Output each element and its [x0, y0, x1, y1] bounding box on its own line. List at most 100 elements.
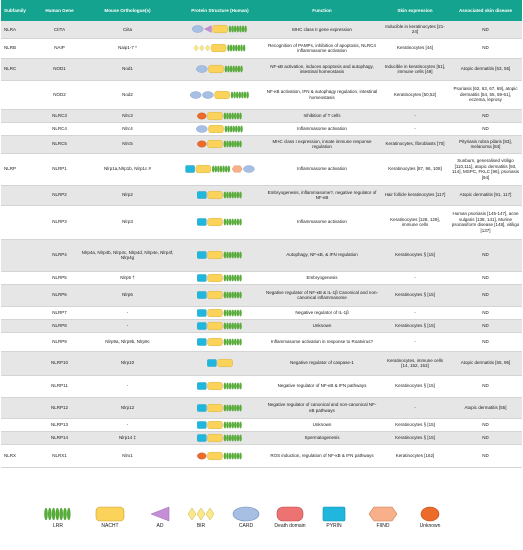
cell-subfamily: NLRA [1, 21, 41, 39]
cell-function: Spermatogenesis [263, 431, 381, 445]
nacht-domain-icon [207, 451, 223, 460]
fiind-domain-icon [231, 165, 243, 173]
legend-item: Death domain [272, 506, 308, 530]
table-row: NLRP2 Nlrp2 Embryogenesis, inflammasome?, … [1, 185, 522, 206]
cell-mouse-orthologues: - [78, 306, 177, 320]
cell-human-gene: NLRP11 [41, 375, 78, 398]
table-row: NLRP8- Unknown Keratinocytes § [15] ND [1, 319, 522, 333]
lrr-domain-icon [223, 251, 242, 259]
table-row: NLRC5 Nlrc5 MHC class I expression, innate… [1, 135, 522, 154]
header-protein-structure: Protein Structure (Human) [177, 0, 263, 21]
cell-skin-expression: Keratinocytes § [15] [381, 431, 449, 445]
legend-label: Unknown [419, 523, 441, 529]
lrr-domain-icon [223, 291, 242, 299]
cell-mouse-orthologues: Ciita [78, 21, 177, 39]
cell-subfamily [1, 284, 41, 307]
cell-protein-structure [177, 351, 263, 376]
cell-function: Unknown [263, 418, 381, 432]
table-row: NLRP12 Nlrp12 Negative regulator of canoni… [1, 397, 522, 419]
lrr-domain-icon [223, 191, 242, 199]
cell-associated-disease: ND [449, 418, 522, 432]
pyrin-domain-icon [197, 218, 207, 226]
lrr-domain-icon [212, 165, 230, 173]
bir-domain-icon [199, 44, 205, 52]
legend-item: FIIND [365, 506, 401, 530]
legend-label: PYRIN [326, 523, 342, 529]
table-row: NLRP11- Negative regulator of NF-κB & IFN… [1, 375, 522, 398]
cell-protein-structure [177, 397, 263, 419]
table-row: NLRC4 Nlrc4 Inflammasome activation - ND [1, 122, 522, 136]
cell-mouse-orthologues: Nlrc4 [78, 122, 177, 136]
cell-protein-structure [177, 375, 263, 398]
nacht-domain-icon [207, 218, 223, 226]
cell-subfamily [1, 319, 41, 333]
cell-human-gene: NLRC4 [41, 122, 78, 136]
cell-protein-structure [177, 38, 263, 59]
table-header-row: Subfamily Human Gene Mouse Orthologue(s)… [1, 0, 522, 21]
cell-function: Recognition of PAMPs, inhibition of apop… [263, 38, 381, 59]
table-row: NLRB NAIP Naip1-7 * Recognition of PAMPs, i… [1, 38, 522, 59]
cell-mouse-orthologues: - [78, 418, 177, 432]
cell-subfamily [1, 185, 41, 206]
pyrin-domain-icon [197, 337, 207, 346]
pyrin-domain-icon [197, 273, 207, 282]
table-row: NLRP7- Negative regulator of IL-1β - ND [1, 306, 522, 320]
table-row: NLRP3 Nlrp3 Inflammasome activation Keratin… [1, 205, 522, 240]
cell-associated-disease: ND [449, 306, 522, 320]
pyrin-domain-icon [197, 291, 207, 299]
cell-human-gene: NLRC5 [41, 135, 78, 154]
cell-protein-structure [177, 153, 263, 186]
cell-human-gene: NLRP5 [41, 271, 78, 285]
cell-protein-structure [177, 122, 263, 136]
cell-human-gene: NLRC3 [41, 109, 78, 123]
cell-subfamily: NLRC [1, 58, 41, 81]
lrr-domain-icon [227, 44, 246, 52]
cell-human-gene: NLRP9 [41, 332, 78, 352]
cell-mouse-orthologues: - [78, 319, 177, 333]
cell-protein-structure [177, 80, 263, 110]
cell-subfamily: NLRX [1, 444, 41, 468]
cell-protein-structure [177, 135, 263, 154]
cell-associated-disease: ND [449, 375, 522, 398]
legend-item: Unknown [412, 506, 448, 530]
cell-skin-expression: - [381, 122, 449, 136]
nacht-domain-icon [207, 403, 223, 412]
card-domain-icon [202, 90, 214, 99]
cell-skin-expression: Inducible in keratinocytes [51], immune … [381, 58, 449, 81]
cell-associated-disease: Psoriasis [62, 63, 67, 69], atopic derma… [449, 80, 522, 110]
card-domain-icon [192, 25, 204, 33]
table-row: NLRP6 Nlrp6 Negative regulator of NF-κB & … [1, 284, 522, 307]
lrr-domain-icon [223, 112, 242, 119]
nacht-domain-icon [207, 321, 223, 330]
cell-skin-expression: - [381, 397, 449, 419]
cell-associated-disease: ND [449, 122, 522, 136]
cell-function: NF-κB activation, induces apoptosis and … [263, 58, 381, 81]
header-skin-expression: Skin expression [381, 0, 449, 21]
cell-subfamily [1, 80, 41, 110]
lrr-icon [40, 506, 76, 522]
cell-subfamily [1, 135, 41, 154]
cell-protein-structure [177, 239, 263, 272]
nacht-domain-icon [207, 111, 223, 120]
cell-mouse-orthologues: Nlrp1a,Nlrp1b, Nlrp1c # [78, 153, 177, 186]
cell-mouse-orthologues: Nlrc5 [78, 135, 177, 154]
cell-subfamily [1, 431, 41, 445]
table-row: NLRP10 Nlrp10 Negative regulator of caspas… [1, 351, 522, 376]
lrr-domain-icon [228, 25, 247, 33]
nacht-domain-icon [212, 25, 228, 34]
cell-function: Embryogenesis [263, 271, 381, 285]
cell-human-gene: NLRP10 [41, 351, 78, 376]
cell-mouse-orthologues: Nlrp4a, Nlrp4b, Nlrp4c, Nlrp4d, Nlrp4e, … [78, 239, 177, 272]
cell-associated-disease: ND [449, 21, 522, 39]
cell-associated-disease: Atopic dermatitis [91, 117] [449, 185, 522, 206]
bir-domain-icon [205, 44, 211, 52]
card-domain-icon [196, 65, 208, 73]
lrr-domain-icon [223, 382, 242, 390]
unknown-domain-icon [197, 140, 207, 148]
cell-function: Embryogenesis, inflammasome?, negative r… [263, 185, 381, 206]
table-body: NLRA CIITA Ciita MHC class II gene expressi… [1, 21, 522, 468]
cell-associated-disease: ND [449, 271, 522, 285]
cell-protein-structure [177, 431, 263, 445]
cell-human-gene: NLRP14 [41, 431, 78, 445]
cell-human-gene: NOD1 [41, 58, 78, 81]
